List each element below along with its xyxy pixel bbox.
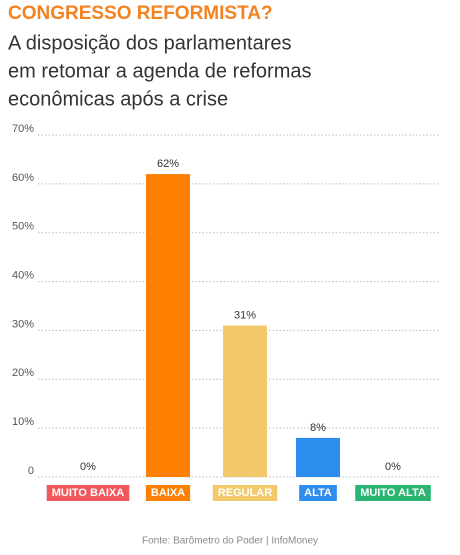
subtitle: econômicas após a crise (8, 88, 228, 110)
x-tick-label: BAIXA (151, 487, 185, 499)
category-badge (46, 485, 130, 501)
category-badge (299, 485, 337, 501)
bar (146, 174, 190, 478)
value-label: 0% (385, 461, 401, 473)
category-badge (355, 485, 431, 501)
bar (223, 325, 267, 477)
x-tick-label: MUITO ALTA (360, 487, 426, 499)
y-tick-label: 10% (12, 416, 34, 428)
source: Fonte: Barômetro do Poder | InfoMoney (142, 536, 318, 547)
x-tick-label: REGULAR (218, 487, 272, 499)
y-tick-label: 20% (12, 367, 34, 379)
category-badge (212, 485, 278, 501)
value-label: 62% (157, 158, 179, 170)
chart-title: CONGRESSO REFORMISTA? (8, 3, 273, 24)
y-tick-label: 50% (12, 221, 34, 233)
value-label: 31% (234, 309, 256, 321)
y-tick-label: 60% (12, 172, 34, 184)
value-label: 0% (80, 461, 96, 473)
y-tick-label: 70% (12, 123, 34, 135)
y-tick-label: 0 (28, 465, 34, 477)
x-tick-label: MUITO BAIXA (52, 487, 125, 499)
category-badge (145, 485, 191, 501)
y-tick-label: 40% (12, 269, 34, 281)
subtitle: em retomar a agenda de reformas (8, 60, 312, 82)
value-label: 8% (310, 422, 326, 434)
bar (296, 437, 340, 477)
subtitle: A disposição dos parlamentares (8, 32, 292, 54)
x-tick-label: ALTA (304, 487, 332, 499)
y-tick-label: 30% (12, 318, 34, 330)
